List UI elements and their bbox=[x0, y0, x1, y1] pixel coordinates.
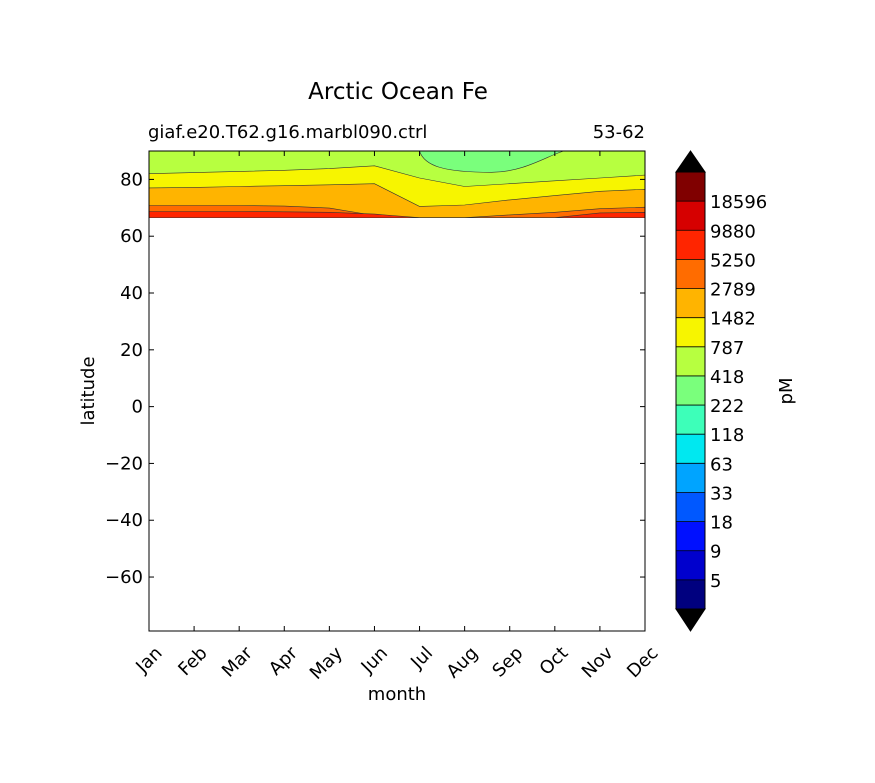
colorbar-bin bbox=[676, 405, 705, 435]
colorbar-bin bbox=[676, 288, 705, 318]
y-tick-label: 80 bbox=[120, 169, 143, 190]
colorbar-tick-label: 118 bbox=[710, 425, 744, 446]
y-tick-label: 20 bbox=[120, 340, 143, 361]
colorbar-tick-label: 2789 bbox=[710, 280, 756, 301]
plot-background bbox=[149, 151, 645, 631]
colorbar-label: pM bbox=[776, 378, 797, 405]
contour-band-5250 bbox=[148, 211, 646, 219]
x-tick-label: Nov bbox=[578, 642, 618, 682]
y-tick-label: −20 bbox=[105, 453, 143, 474]
x-tick-label: Mar bbox=[218, 642, 257, 681]
x-tick-label: Feb bbox=[174, 643, 211, 680]
colorbar-tick-label: 787 bbox=[710, 338, 744, 359]
colorbar-tick-label: 33 bbox=[710, 483, 733, 504]
x-tick-label: Apr bbox=[265, 642, 302, 679]
colorbar-tick-label: 9 bbox=[710, 542, 721, 563]
colorbar-bin bbox=[676, 521, 705, 551]
y-axis-label: latitude bbox=[78, 356, 99, 425]
colorbar-over-arrow bbox=[675, 150, 706, 173]
colorbar-bin bbox=[676, 259, 705, 289]
contour-band-inner bbox=[419, 150, 564, 173]
colorbar-bin bbox=[676, 434, 705, 464]
colorbar-bin bbox=[676, 201, 705, 231]
y-tick-label: −40 bbox=[105, 510, 143, 531]
colorbar-under-arrow bbox=[675, 608, 706, 632]
colorbar-tick-label: 18 bbox=[710, 513, 733, 534]
x-tick-label: Jul bbox=[406, 643, 437, 674]
x-tick-label: May bbox=[306, 642, 347, 683]
y-tick-label: −60 bbox=[105, 567, 143, 588]
x-axis-label: month bbox=[368, 684, 426, 705]
x-tick-label: Jun bbox=[357, 643, 392, 678]
colorbar-bin bbox=[676, 172, 705, 202]
colorbar-tick-label: 5 bbox=[710, 571, 721, 592]
x-tick-label: Sep bbox=[488, 643, 527, 682]
colorbar-tick-label: 418 bbox=[710, 367, 744, 388]
x-tick-label: Jan bbox=[131, 643, 166, 678]
colorbar-bin bbox=[676, 463, 705, 493]
colorbar-bin bbox=[676, 492, 705, 522]
year-range-subtitle: 53-62 bbox=[593, 122, 645, 143]
colorbar-frame bbox=[675, 171, 706, 610]
colorbar-tick-label: 63 bbox=[710, 454, 733, 475]
x-tick-label: Dec bbox=[623, 643, 662, 682]
colorbar-tick-label: 5250 bbox=[710, 250, 756, 271]
colorbar: 5 9 18 33 63 118 222 418 787 1482 2789 5250 9880 1859… bbox=[675, 150, 767, 632]
colorbar-tick-label: 222 bbox=[710, 396, 744, 417]
y-tick-label: 40 bbox=[120, 283, 143, 304]
y-tick-label: 60 bbox=[120, 226, 143, 247]
x-tick-label: Oct bbox=[536, 643, 573, 680]
colorbar-tick-label: 9880 bbox=[710, 221, 756, 242]
plot-frame bbox=[148, 150, 646, 632]
colorbar-bin bbox=[676, 317, 705, 347]
colorbar-bin bbox=[676, 230, 705, 260]
colorbar-tick-label: 18596 bbox=[710, 192, 767, 213]
y-tick-label: 0 bbox=[132, 397, 143, 418]
colorbar-bin bbox=[676, 375, 705, 406]
run-name-subtitle: giaf.e20.T62.g16.marbl090.ctrl bbox=[148, 122, 427, 143]
plot-area bbox=[148, 150, 646, 632]
colorbar-bin bbox=[676, 550, 705, 580]
colorbar-bin bbox=[676, 346, 705, 376]
colorbar-tick-label: 1482 bbox=[710, 309, 756, 330]
chart-title: Arctic Ocean Fe bbox=[308, 79, 488, 105]
x-tick-label: Aug bbox=[443, 643, 483, 683]
y-axis: 80 60 40 20 0 −20 −40 −60 bbox=[105, 169, 645, 588]
colorbar-bin bbox=[676, 579, 705, 609]
